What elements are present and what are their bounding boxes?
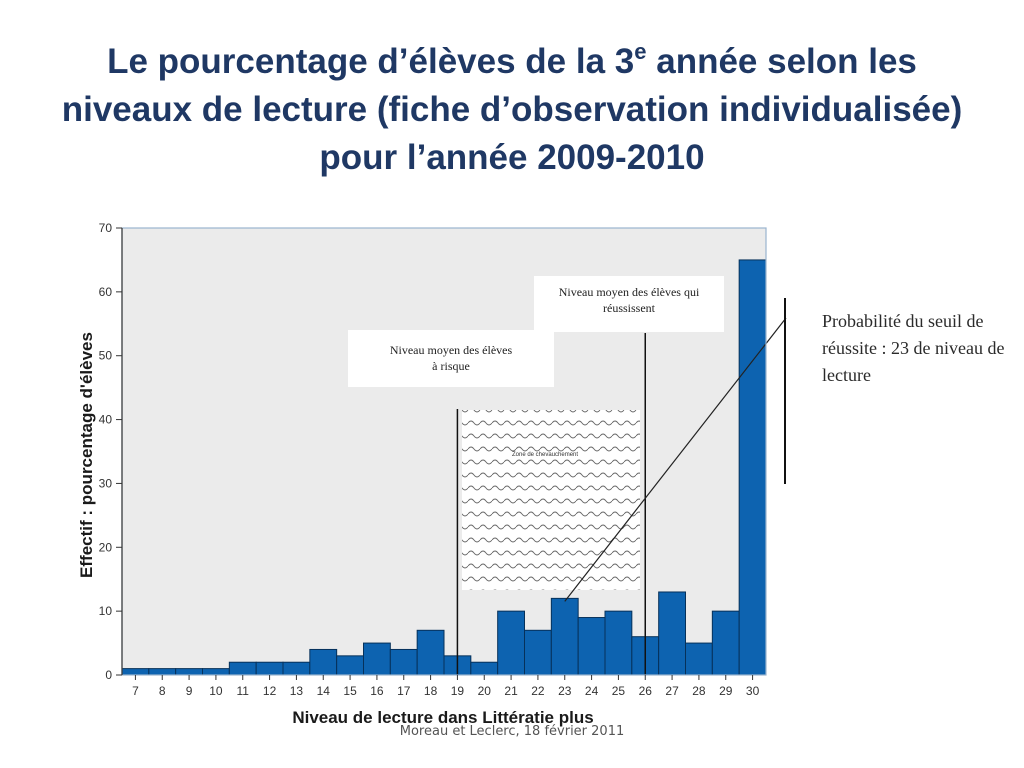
title-part1: Le pourcentage d’élèves de la 3 [107,42,635,81]
bar-9 [175,668,204,676]
bar-30 [738,259,767,676]
y-tick-label: 30 [99,476,113,490]
bar-7 [121,668,150,676]
x-tick-label: 18 [424,684,438,698]
x-tick-label: 11 [237,684,250,698]
bar-22 [524,629,552,676]
y-tick-label: 50 [99,349,113,363]
probability-curve [564,317,787,602]
bar-18 [416,629,445,676]
bar-8 [148,668,177,676]
x-tick-label: 13 [290,684,304,698]
slide-footer: Moreau et Leclerc, 18 février 2011 [399,724,625,739]
bar-14 [309,648,338,676]
success-annotation-text: Niveau moyen des élèves qui réussissent [558,285,700,315]
bar-27 [658,591,687,676]
x-tick-label: 20 [478,684,492,698]
success-annotation-box: Niveau moyen des élèves qui réussissent [534,276,724,332]
bar-12 [255,661,284,676]
x-tick-label: 27 [665,684,679,698]
x-tick-label: 23 [558,684,572,698]
bar-13 [282,661,311,676]
x-tick-label: 14 [317,684,331,698]
bar-17 [389,648,418,676]
x-tick-label: 29 [719,684,733,698]
bar-23 [550,597,579,676]
bar-16 [363,642,391,676]
x-tick-label: 16 [370,684,384,698]
bar-29 [711,610,740,676]
overlap-zone-label: Zone de chevauchement [512,452,578,458]
y-tick-label: 20 [99,540,113,554]
risk-annotation-text: Niveau moyen des élèves à risque [389,343,513,373]
title-superscript: e [634,39,647,64]
x-tick-label: 30 [746,684,760,698]
slide-title: Le pourcentage d’élèves de la 3e année s… [40,38,984,182]
x-tick-label: 22 [531,684,545,698]
x-tick-label: 19 [451,684,465,698]
bar-20 [470,661,499,676]
x-tick-label: 24 [585,684,599,698]
bar-15 [336,655,364,676]
x-tick-label: 17 [397,684,411,698]
overlap-zone [462,410,640,590]
y-tick-label: 0 [105,668,112,682]
bar-28 [685,642,713,676]
y-tick-label: 70 [99,221,113,235]
bar-21 [497,610,525,676]
x-tick-label: 12 [263,684,277,698]
bar-24 [577,617,606,676]
y-axis-label: Effectif : pourcentage d'élèves [77,332,96,578]
title-part2: année selon les niveaux de lecture (fich… [61,42,963,177]
y-tick-label: 60 [99,285,113,299]
y-tick-label: 10 [99,604,113,618]
x-tick-label: 15 [343,684,357,698]
probability-annotation: Probabilité du seuil de réussite : 23 de… [822,311,1005,385]
x-axis-label: Niveau de lecture dans Littératie plus [292,708,593,727]
x-tick-label: 28 [692,684,706,698]
x-tick-label: 8 [159,684,166,698]
x-tick-label: 7 [132,684,139,698]
x-tick-label: 21 [504,684,518,698]
x-tick-label: 9 [186,684,193,698]
bar-25 [604,610,633,676]
risk-annotation-box: Niveau moyen des élèves à risque [348,330,554,387]
x-tick-label: 10 [209,684,223,698]
x-tick-label: 25 [612,684,626,698]
bar-10 [202,668,230,676]
bar-11 [228,661,257,676]
y-tick-label: 40 [99,413,113,427]
x-tick-label: 26 [639,684,653,698]
